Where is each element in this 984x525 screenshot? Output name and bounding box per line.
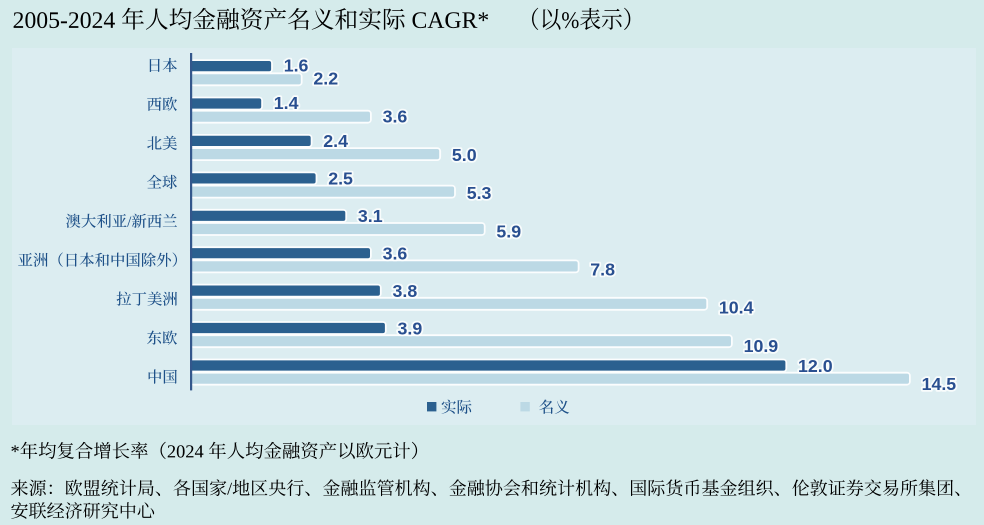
svg-text:2.2: 2.2 (313, 69, 338, 89)
svg-text:7.8: 7.8 (590, 260, 615, 280)
svg-text:10.9: 10.9 (744, 336, 779, 356)
svg-text:1.4: 1.4 (274, 93, 299, 113)
svg-text:10.4: 10.4 (719, 298, 754, 318)
svg-text:5.3: 5.3 (467, 183, 492, 203)
svg-text:2.5: 2.5 (328, 168, 353, 188)
svg-text:3.1: 3.1 (358, 206, 383, 226)
svg-text:3.9: 3.9 (398, 319, 423, 339)
svg-text:5.9: 5.9 (496, 221, 521, 241)
svg-text:3.8: 3.8 (393, 281, 418, 301)
svg-text:3.6: 3.6 (383, 107, 408, 127)
svg-text:14.5: 14.5 (922, 374, 957, 394)
svg-text:3.6: 3.6 (383, 244, 408, 264)
svg-text:5.0: 5.0 (452, 145, 477, 165)
svg-text:2.4: 2.4 (323, 131, 348, 151)
svg-text:12.0: 12.0 (798, 356, 833, 376)
svg-text:1.6: 1.6 (284, 56, 309, 76)
